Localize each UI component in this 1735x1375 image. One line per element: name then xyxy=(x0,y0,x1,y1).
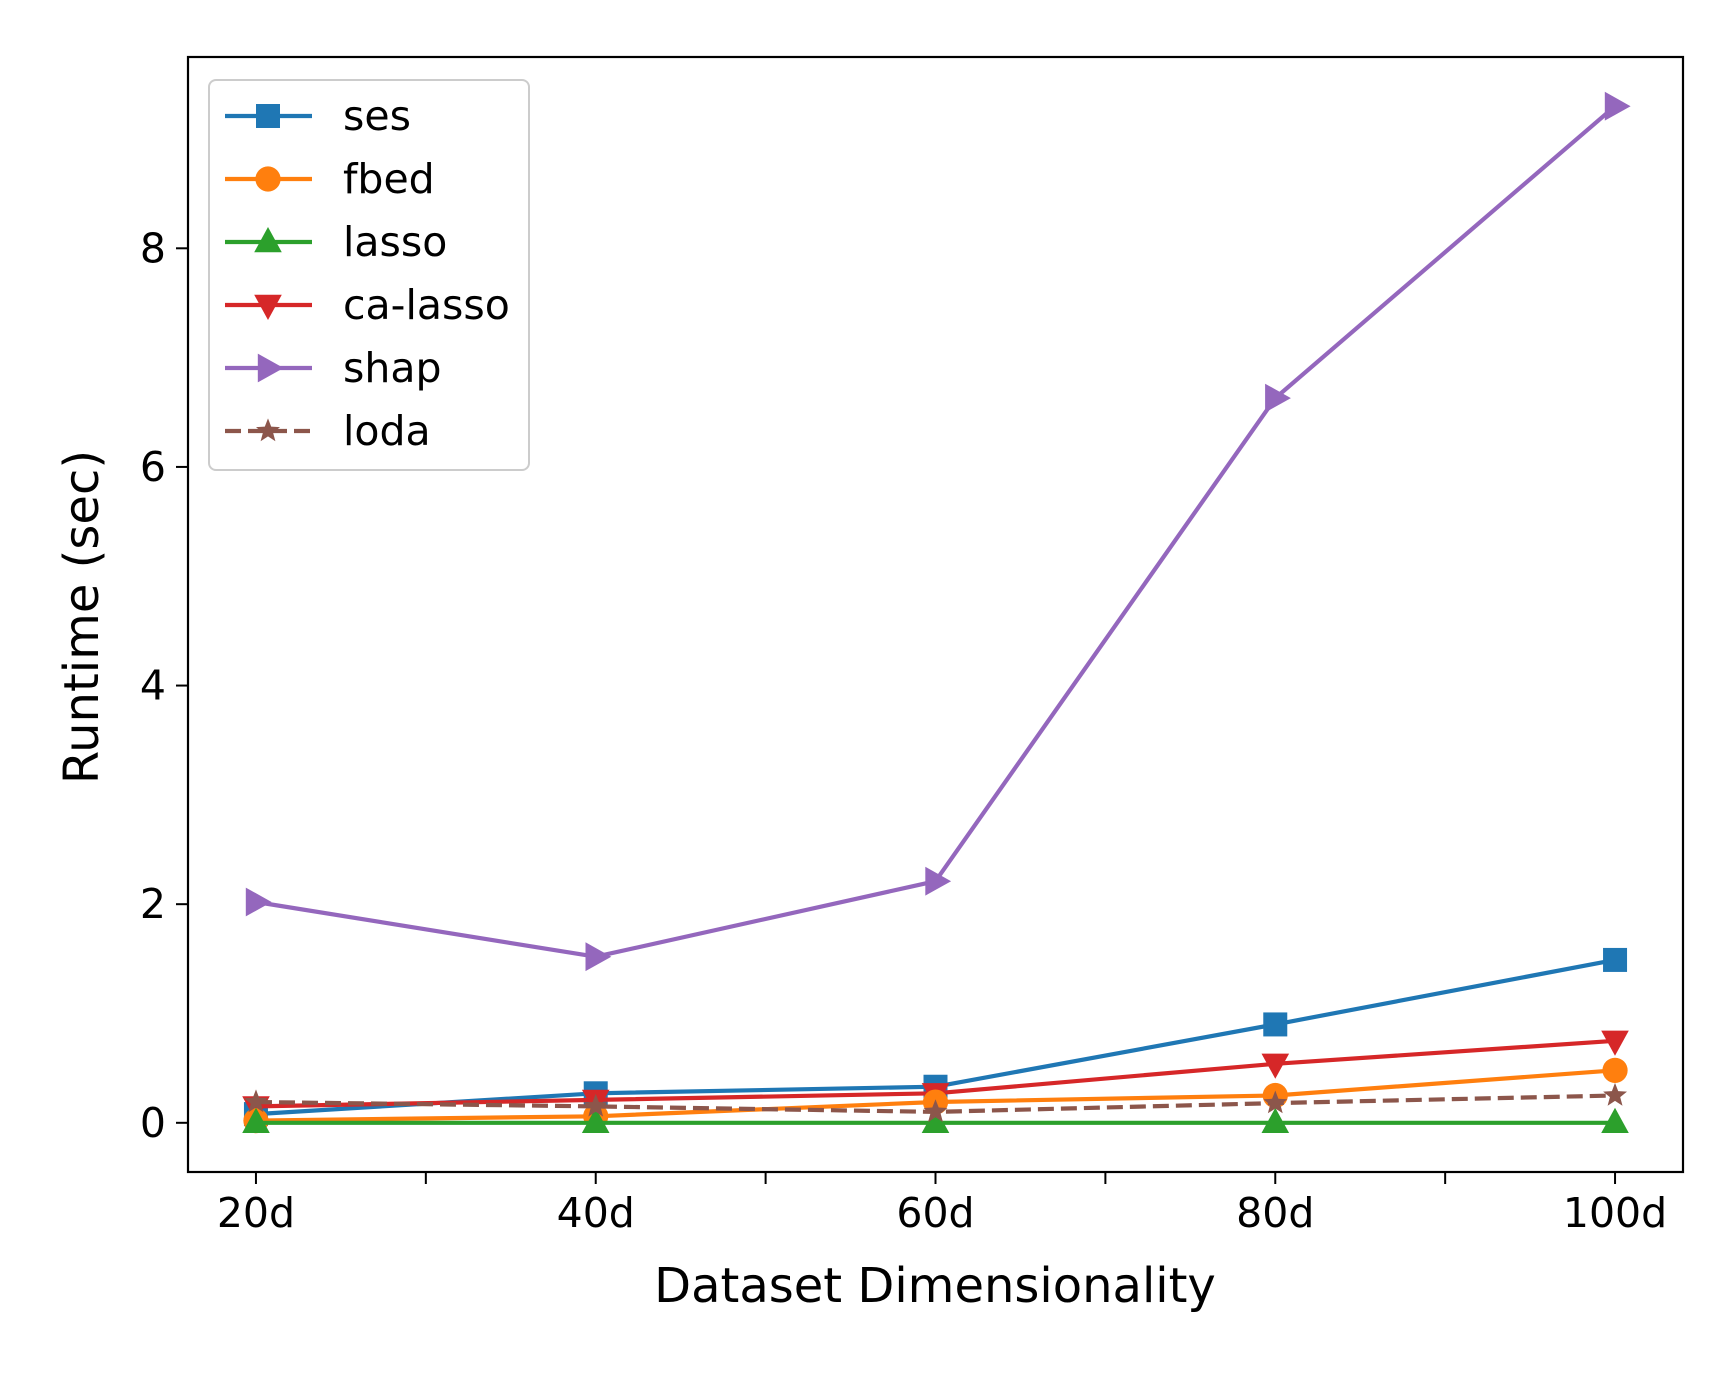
legend-item-fbed: fbed xyxy=(225,155,435,203)
y-tick-label: 4 xyxy=(140,662,166,710)
data-point-lasso-100d xyxy=(1601,1107,1629,1133)
legend-marker-shap xyxy=(257,353,284,383)
legend-label-ses: ses xyxy=(343,92,411,140)
legend-marker-ses xyxy=(256,104,280,128)
legend-label-fbed: fbed xyxy=(343,155,435,203)
x-tick-label: 20d xyxy=(217,1189,295,1237)
data-point-shap-20d xyxy=(245,887,272,917)
legend-item-ca-lasso: ca-lasso xyxy=(225,281,510,329)
legend-label-shap: shap xyxy=(343,344,442,392)
legend-item-shap: shap xyxy=(225,344,442,392)
data-point-ca-lasso-80d xyxy=(1261,1053,1290,1079)
x-tick-label: 100d xyxy=(1563,1189,1667,1237)
x-tick-label: 40d xyxy=(557,1189,635,1237)
legend-label-ca-lasso: ca-lasso xyxy=(343,281,510,329)
legend-label-lasso: lasso xyxy=(343,218,447,266)
x-tick-label: 60d xyxy=(896,1189,974,1237)
data-point-loda-100d xyxy=(1603,1082,1627,1106)
series-loda xyxy=(244,1082,1627,1123)
legend-item-lasso: lasso xyxy=(225,218,447,266)
y-tick-label: 2 xyxy=(140,880,166,928)
legend-marker-ca-lasso xyxy=(254,294,282,320)
legend-marker-loda xyxy=(256,418,280,442)
legend-marker-fbed xyxy=(255,166,281,192)
y-tick-label: 6 xyxy=(140,443,166,491)
data-point-shap-100d xyxy=(1604,91,1631,121)
legend-marker-lasso xyxy=(254,227,282,253)
data-point-shap-60d xyxy=(925,866,952,896)
data-point-ses-80d xyxy=(1263,1012,1288,1037)
y-tick-label: 8 xyxy=(140,224,166,272)
y-axis-title: Runtime (sec) xyxy=(54,450,110,784)
legend: ses fbed lasso ca-lasso shap loda xyxy=(208,79,530,471)
legend-item-ses: ses xyxy=(225,92,411,140)
legend-item-loda: loda xyxy=(225,407,431,455)
series-shap xyxy=(245,91,1631,972)
y-tick-label: 0 xyxy=(140,1099,166,1147)
legend-label-loda: loda xyxy=(343,407,431,455)
series-lasso xyxy=(242,1107,1629,1133)
data-point-shap-80d xyxy=(1265,383,1291,413)
data-point-lasso-80d xyxy=(1261,1107,1290,1133)
data-point-loda-60d xyxy=(923,1099,948,1123)
data-point-loda-80d xyxy=(1263,1090,1288,1114)
data-point-loda-40d xyxy=(583,1093,608,1117)
data-point-shap-40d xyxy=(585,942,612,972)
data-point-lasso-20d xyxy=(242,1107,270,1133)
data-point-lasso-60d xyxy=(921,1107,950,1133)
data-point-ca-lasso-100d xyxy=(1601,1030,1629,1056)
data-point-loda-20d xyxy=(244,1089,268,1113)
data-point-ses-100d xyxy=(1603,947,1628,972)
data-point-fbed-100d xyxy=(1602,1057,1628,1083)
data-point-lasso-40d xyxy=(581,1107,610,1133)
x-tick-label: 80d xyxy=(1236,1189,1314,1237)
x-axis-title: Dataset Dimensionality xyxy=(654,1258,1216,1314)
